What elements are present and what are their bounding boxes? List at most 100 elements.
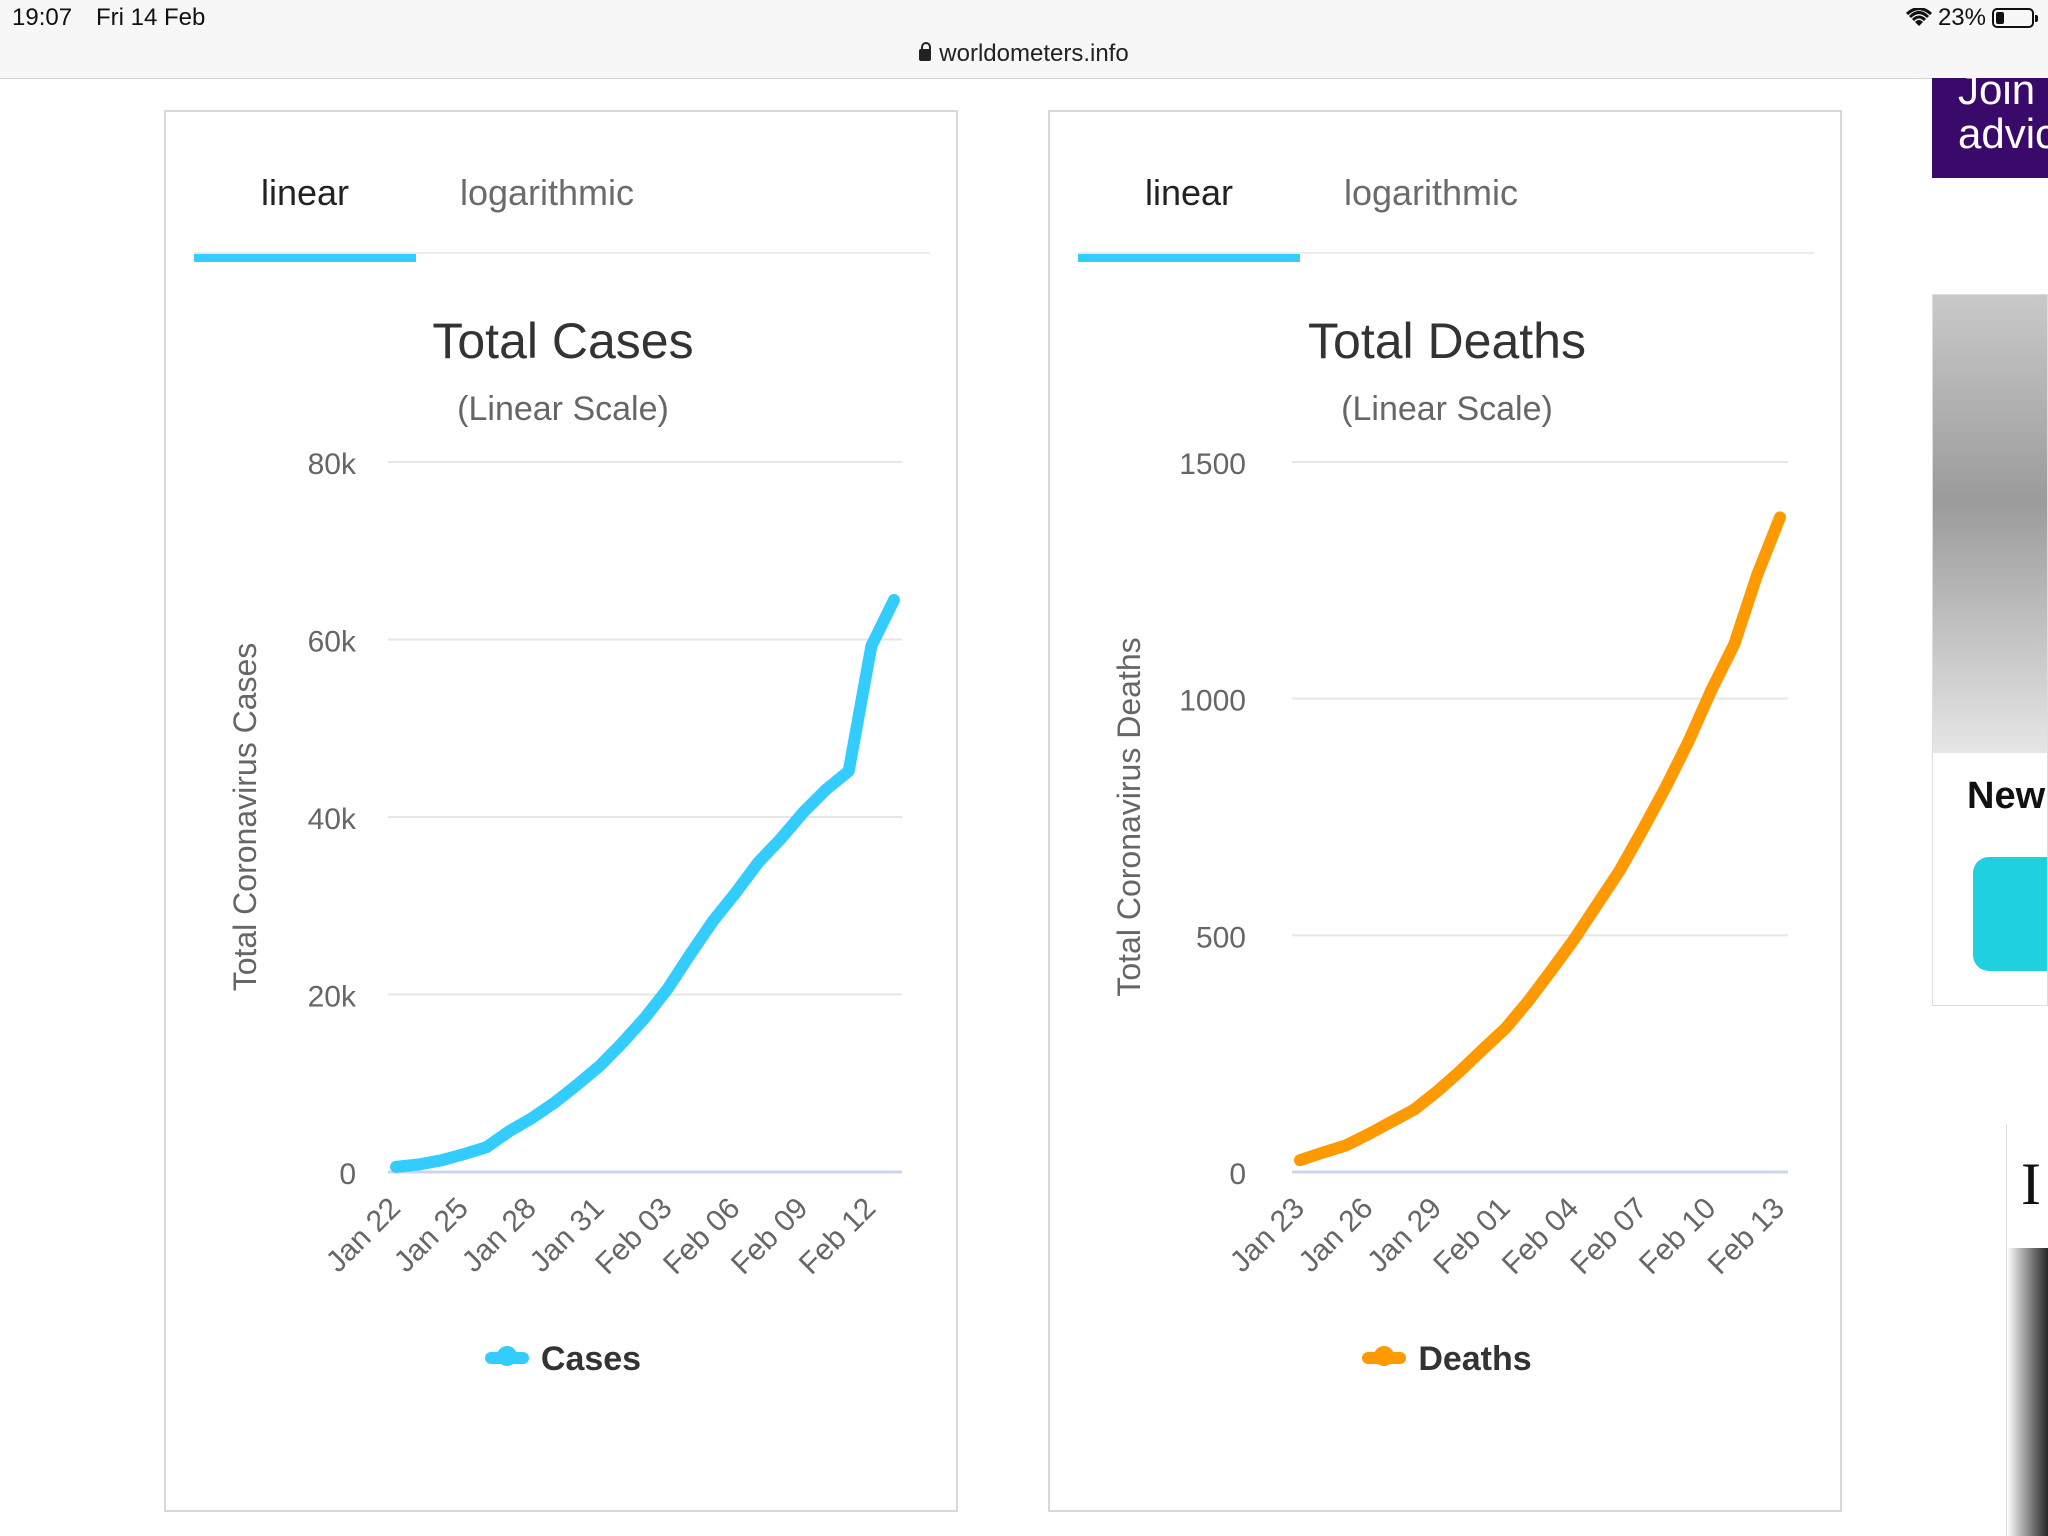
active-tab-indicator xyxy=(194,254,416,262)
data-point xyxy=(599,1065,601,1067)
data-point xyxy=(1345,1144,1347,1146)
ad-card[interactable]: New xyxy=(1932,294,2048,1006)
tab-linear[interactable]: linear xyxy=(1144,172,1234,213)
data-point xyxy=(712,920,714,922)
x-tick-label: Feb 12 xyxy=(793,1192,882,1281)
data-point xyxy=(689,953,691,955)
chart-subtitle: (Linear Scale) xyxy=(457,390,669,428)
data-point xyxy=(780,838,782,840)
data-point xyxy=(508,1130,510,1132)
tab-linear[interactable]: linear xyxy=(260,172,350,213)
x-tick-label: Feb 06 xyxy=(657,1192,746,1281)
chart-legend[interactable]: Cases xyxy=(166,1340,960,1379)
lock-icon xyxy=(919,42,932,61)
status-time: 19:07 xyxy=(12,4,73,31)
chart-title: Total Cases xyxy=(432,313,694,369)
ad-text-line: Join xyxy=(1958,78,2036,113)
data-point xyxy=(848,770,850,772)
app-icon xyxy=(1973,857,2047,971)
ad-card[interactable]: I xyxy=(2006,1124,2048,1536)
data-point xyxy=(893,599,895,601)
legend-swatch xyxy=(484,1346,529,1366)
data-point xyxy=(1322,1152,1324,1154)
scale-tabs: linear logarithmic xyxy=(194,172,930,262)
tab-logarithmic[interactable]: logarithmic xyxy=(459,172,635,213)
data-point xyxy=(418,1164,420,1166)
y-tick-label: 0 xyxy=(339,1158,356,1191)
status-indicators: 23% xyxy=(1905,4,2038,32)
data-point xyxy=(1710,689,1712,691)
data-point xyxy=(757,861,759,863)
data-point xyxy=(1665,786,1667,788)
data-point xyxy=(667,988,669,990)
y-tick-label: 60k xyxy=(308,626,357,659)
chart-legend[interactable]: Deaths xyxy=(1050,1340,1844,1379)
data-point xyxy=(1390,1121,1392,1123)
data-point xyxy=(1596,904,1598,906)
data-point xyxy=(1368,1133,1370,1135)
x-tick-label: Feb 03 xyxy=(589,1192,678,1281)
y-axis-title: Total Coronavirus Cases xyxy=(227,643,263,992)
ad-image xyxy=(1933,295,2047,753)
tab-logarithmic[interactable]: logarithmic xyxy=(1343,172,1519,213)
url-text: worldometers.info xyxy=(939,40,1129,67)
data-point xyxy=(486,1146,488,1148)
y-tick-label: 40k xyxy=(308,803,357,836)
wifi-icon xyxy=(1905,8,1932,28)
data-point xyxy=(1756,574,1758,576)
data-point xyxy=(802,811,804,813)
x-tick-label: Feb 13 xyxy=(1702,1192,1791,1281)
ad-banner[interactable]: Join advic xyxy=(1932,78,2048,178)
legend-label: Deaths xyxy=(1418,1340,1532,1378)
legend-swatch xyxy=(1362,1346,1407,1366)
x-tick-label: Jan 23 xyxy=(1224,1192,1311,1279)
cases-line-chart: 0 20k 40k 60k 80k Total Coronavirus Cases Jan … xyxy=(227,448,902,1281)
data-point xyxy=(1733,643,1735,645)
data-point xyxy=(1642,828,1644,830)
y-tick-label: 80k xyxy=(308,448,357,481)
chart-subtitle: (Linear Scale) xyxy=(1341,390,1553,428)
data-point xyxy=(576,1084,578,1086)
battery-icon xyxy=(1992,8,2038,28)
x-tick-label: Jan 25 xyxy=(388,1192,475,1279)
data-point xyxy=(1413,1109,1415,1111)
status-bar: 19:07 Fri 14 Feb worldometers.info 23% xyxy=(0,0,2048,79)
data-point xyxy=(1550,969,1552,971)
data-point xyxy=(825,788,827,790)
x-tick-label: Feb 09 xyxy=(725,1192,814,1281)
y-tick-label: 0 xyxy=(1229,1158,1246,1191)
x-tick-label: Jan 26 xyxy=(1292,1192,1379,1279)
data-point xyxy=(1688,740,1690,742)
deaths-chart-panel: linear logarithmic Total Deaths (Linear … xyxy=(1048,110,1842,1512)
status-date: Fri 14 Feb xyxy=(96,4,206,31)
data-point xyxy=(440,1159,442,1161)
data-point xyxy=(870,645,872,647)
x-tick-label: Feb 10 xyxy=(1633,1192,1722,1281)
chart-title: Total Deaths xyxy=(1308,313,1586,369)
ad-title: New xyxy=(1967,775,2046,817)
legend-label: Cases xyxy=(540,1340,642,1378)
deaths-line-chart: 0 500 1000 1500 Total Coronavirus Deaths Jan … xyxy=(1111,448,1791,1281)
series-line-cases xyxy=(390,594,900,1173)
ad-image xyxy=(2007,1248,2048,1536)
data-point xyxy=(395,1166,397,1168)
active-tab-indicator xyxy=(1078,254,1300,262)
y-tick-label: 1000 xyxy=(1179,685,1246,718)
x-tick-label: Feb 01 xyxy=(1427,1192,1516,1281)
scale-tabs: linear logarithmic xyxy=(1078,172,1814,262)
data-point xyxy=(1482,1048,1484,1050)
data-point xyxy=(463,1153,465,1155)
x-tick-label: Feb 07 xyxy=(1564,1192,1653,1281)
y-tick-label: 20k xyxy=(308,981,357,1014)
cases-chart-panel: linear logarithmic Total Cases (Linear S… xyxy=(164,110,958,1512)
data-point xyxy=(1299,1159,1301,1161)
series-line-deaths xyxy=(1294,511,1786,1167)
x-tick-label: Feb 04 xyxy=(1496,1192,1585,1281)
y-axis-title: Total Coronavirus Deaths xyxy=(1111,637,1147,996)
ad-text-line: advic xyxy=(1958,110,2048,157)
address-bar[interactable]: worldometers.info xyxy=(0,40,2048,68)
battery-percent: 23% xyxy=(1937,4,1986,31)
data-point xyxy=(1779,516,1781,518)
x-tick-label: Jan 22 xyxy=(320,1192,407,1279)
data-point xyxy=(735,892,737,894)
